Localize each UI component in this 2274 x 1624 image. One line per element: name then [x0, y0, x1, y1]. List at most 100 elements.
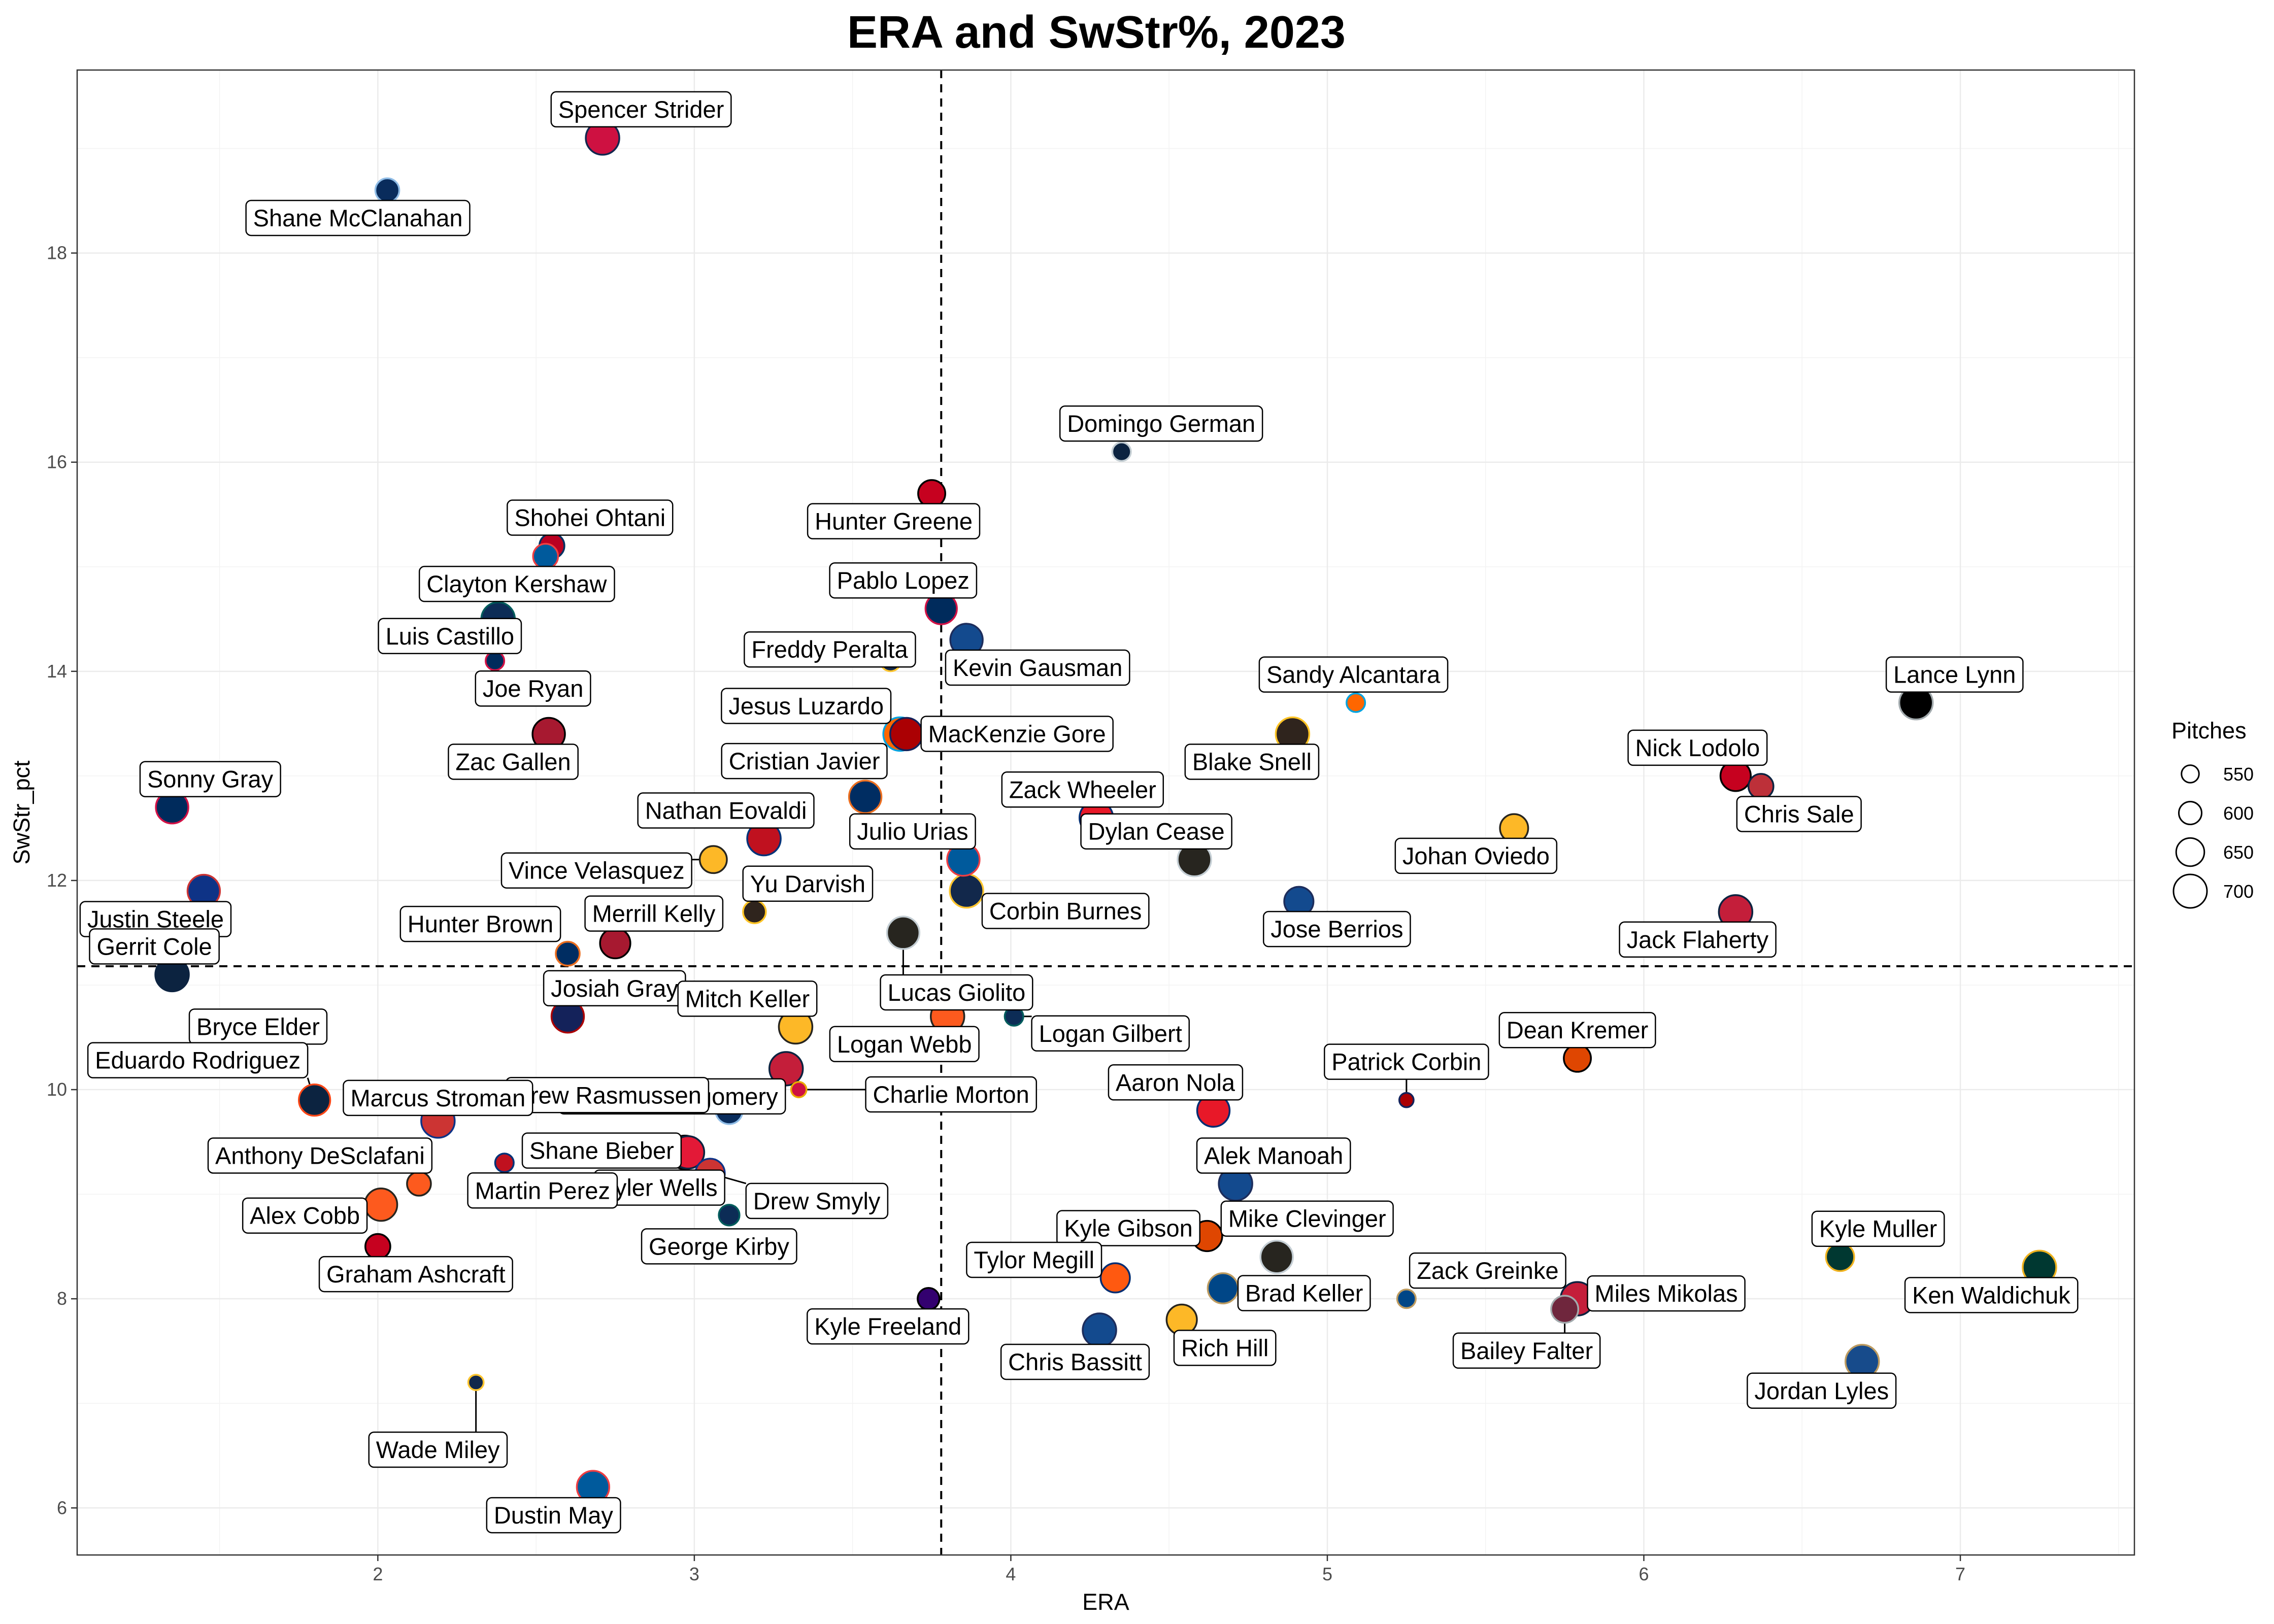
point-label-text: Aaron Nola — [1116, 1069, 1235, 1096]
legend-title: Pitches — [2171, 718, 2247, 743]
point-label-box — [865, 1076, 1038, 1113]
data-point — [1563, 1043, 1592, 1073]
data-point — [1082, 1312, 1117, 1348]
point-label-box — [399, 905, 561, 942]
x-tick-label: 2 — [373, 1564, 383, 1584]
point-label: Alex Cobb — [242, 1197, 368, 1234]
point-label-box — [1324, 1043, 1489, 1080]
point-label-box — [677, 980, 818, 1017]
point-label-box — [584, 895, 724, 932]
point-label-text: Tyler Wells — [601, 1174, 718, 1201]
point-label-text: Miles Mikolas — [1595, 1280, 1738, 1307]
data-point — [718, 1204, 741, 1227]
point-label-text: MacKenzie Gore — [928, 720, 1106, 747]
point-label: Miles Mikolas — [1587, 1275, 1746, 1312]
point-label-box — [1498, 1011, 1656, 1048]
point-label-text: Jack Flaherty — [1627, 926, 1769, 953]
data-point — [768, 1051, 804, 1087]
point-label-text: Chris Sale — [1744, 800, 1854, 827]
point-label: Luis Castillo — [378, 618, 522, 655]
point-label-box — [1220, 1200, 1394, 1237]
y-tick-label: 10 — [47, 1079, 67, 1100]
point-label-text: Patrick Corbin — [1331, 1048, 1481, 1075]
point-label-text: Lance Lynn — [1893, 661, 2016, 688]
point-label: Shane McClanahan — [245, 199, 471, 236]
point-label-box — [1237, 1275, 1371, 1311]
data-point — [917, 1287, 941, 1311]
point-label-box — [637, 792, 815, 829]
legend-key-circle — [2172, 873, 2208, 909]
point-label-box — [448, 743, 579, 780]
point-label-box — [744, 631, 916, 668]
y-axis-title: SwStr_pct — [9, 760, 35, 865]
point-label-box — [418, 565, 615, 602]
point-label: Gerrit Cole — [89, 928, 220, 965]
point-label: Charlie Morton — [865, 1076, 1038, 1113]
point-label-text: Clayton Kershaw — [426, 570, 607, 597]
point-label: Sonny Gray — [139, 761, 281, 797]
point-label: Rich Hill — [1173, 1330, 1277, 1366]
data-point — [1825, 1242, 1855, 1272]
point-label-text: Graham Ashcraft — [326, 1261, 506, 1288]
data-point — [406, 1171, 432, 1197]
point-label: Patrick Corbin — [1324, 1043, 1489, 1080]
point-label: Zack Greinke — [1409, 1252, 1566, 1289]
point-label-box — [1747, 1372, 1897, 1409]
point-label-text: Kyle Freeland — [814, 1313, 961, 1340]
point-label-text: Tylor Megill — [974, 1246, 1094, 1273]
point-label: Jose Berrios — [1262, 910, 1411, 948]
point-label-box — [368, 1431, 508, 1468]
point-label: Logan Gilbert — [1031, 1015, 1190, 1052]
point-label: Anthony DeSclafani — [207, 1137, 433, 1174]
point-label: Josiah Gray — [543, 970, 686, 1007]
point-label-text: Zack Wheeler — [1009, 776, 1156, 803]
point-label: Alek Manoah — [1196, 1137, 1351, 1174]
point-label: Nick Lodolo — [1627, 729, 1768, 766]
point-label: Merrill Kelly — [584, 895, 724, 932]
point-label: Clayton Kershaw — [418, 565, 615, 602]
point-label-text: Dustin May — [494, 1502, 614, 1529]
point-label-box — [1184, 743, 1320, 780]
data-point — [848, 780, 883, 814]
point-label: Yu Darvish — [742, 865, 874, 902]
point-label-box — [1885, 656, 2024, 693]
point-label: Jesus Luzardo — [721, 688, 892, 724]
point-label-box — [849, 813, 976, 850]
point-label: Logan Webb — [829, 1026, 980, 1063]
point-label-text: Nathan Eovaldi — [645, 797, 807, 824]
point-label-text: Nick Lodolo — [1635, 734, 1760, 761]
point-label-text: Dylan Cease — [1088, 818, 1225, 845]
point-label: Dustin May — [486, 1497, 621, 1534]
y-tick-label: 16 — [47, 452, 67, 472]
point-label-box — [1619, 921, 1777, 958]
point-label-box — [945, 649, 1130, 686]
data-point — [698, 845, 728, 874]
data-points — [154, 120, 2057, 1504]
point-label: George Kirby — [641, 1228, 797, 1265]
data-point — [949, 873, 984, 909]
point-label-box — [1627, 729, 1768, 766]
data-point — [1346, 692, 1366, 713]
point-label-box — [721, 688, 892, 724]
point-label-box — [1394, 837, 1558, 874]
point-label-box — [139, 761, 281, 797]
legend-key-label: 650 — [2223, 842, 2254, 863]
point-label-text: Cristian Javier — [729, 748, 880, 774]
point-label-box — [475, 670, 591, 707]
point-label: Lance Lynn — [1885, 656, 2024, 693]
point-label-text: Gerrit Cole — [96, 933, 212, 960]
point-label-box — [1031, 1015, 1190, 1052]
point-label: Ken Waldichuk — [1904, 1277, 2079, 1313]
data-point — [790, 1081, 808, 1098]
point-label-text: Pablo Lopez — [837, 567, 969, 594]
point-label-text: Wade Miley — [376, 1436, 500, 1463]
data-point — [599, 927, 631, 960]
reference-lines — [77, 70, 2134, 1555]
point-label-text: Zac Gallen — [455, 748, 571, 775]
point-label-box — [89, 928, 220, 965]
point-label-box — [807, 1308, 969, 1345]
y-tick-label: 18 — [47, 243, 67, 263]
point-label-text: Chris Bassitt — [1008, 1348, 1142, 1375]
x-tick-label: 7 — [1955, 1564, 1965, 1584]
